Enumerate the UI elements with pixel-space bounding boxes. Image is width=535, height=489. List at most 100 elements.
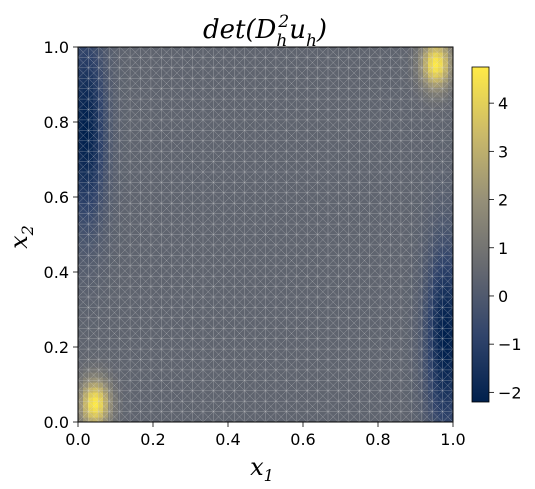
heat-cell <box>368 77 374 83</box>
heat-cell <box>213 257 219 263</box>
heat-cell <box>353 352 359 358</box>
heat-cell <box>83 132 89 138</box>
heat-cell <box>298 382 304 388</box>
heat-cell <box>378 142 384 148</box>
heat-cell <box>118 92 124 98</box>
heat-cell <box>408 307 414 313</box>
heat-cell <box>108 197 114 203</box>
heat-cell <box>118 207 124 213</box>
heat-cell <box>283 392 289 398</box>
heat-cell <box>223 332 229 338</box>
heat-cell <box>298 102 304 108</box>
heat-cell <box>153 62 159 68</box>
heat-cell <box>103 397 109 403</box>
heat-cell <box>353 327 359 333</box>
heat-cell <box>383 157 389 163</box>
heat-cell <box>158 332 164 338</box>
heat-cell <box>383 317 389 323</box>
heat-cell <box>348 347 354 353</box>
heat-cell <box>263 112 269 118</box>
heat-cell <box>233 217 239 223</box>
heat-cell <box>258 157 264 163</box>
heat-cell <box>113 282 119 288</box>
heat-cell <box>283 417 289 422</box>
heat-cell <box>253 302 259 308</box>
heat-cell <box>88 357 94 363</box>
heat-cell <box>153 282 159 288</box>
heat-cell <box>368 82 374 88</box>
heat-cell <box>388 297 394 303</box>
heat-cell <box>123 87 129 93</box>
heat-cell <box>183 407 189 413</box>
heat-cell <box>188 342 194 348</box>
heat-cell <box>323 97 329 103</box>
heat-cell <box>133 52 139 58</box>
heat-cell <box>403 377 409 383</box>
heat-cell <box>123 137 129 143</box>
heat-cell <box>248 237 254 243</box>
heat-cell <box>263 147 269 153</box>
heat-cell <box>308 292 314 298</box>
heat-cell <box>298 197 304 203</box>
heat-cell <box>103 172 109 178</box>
heat-cell <box>163 147 169 153</box>
heat-cell <box>78 212 84 218</box>
heat-cell <box>383 207 389 213</box>
heat-cell <box>278 87 284 93</box>
heat-cell <box>138 237 144 243</box>
heat-cell <box>233 237 239 243</box>
heat-cell <box>103 62 109 68</box>
heat-cell <box>303 107 309 113</box>
heat-cell <box>333 82 339 88</box>
heat-cell <box>103 202 109 208</box>
heat-cell <box>263 217 269 223</box>
heat-cell <box>353 247 359 253</box>
heat-cell <box>118 157 124 163</box>
heat-cell <box>388 362 394 368</box>
heat-cell <box>258 72 264 78</box>
heat-cell <box>163 182 169 188</box>
heat-cell <box>283 52 289 58</box>
heat-cell <box>343 332 349 338</box>
heat-cell <box>283 137 289 143</box>
heat-cell <box>338 332 344 338</box>
heat-cell <box>358 52 364 58</box>
heat-cell <box>158 67 164 73</box>
heat-cell <box>103 357 109 363</box>
heat-cell <box>143 67 149 73</box>
heat-cell <box>248 297 254 303</box>
heat-cell <box>228 92 234 98</box>
heat-cell <box>168 167 174 173</box>
heat-cell <box>168 287 174 293</box>
heat-cell <box>163 272 169 278</box>
heat-cell <box>333 77 339 83</box>
heat-cell <box>228 102 234 108</box>
heat-cell <box>188 72 194 78</box>
heat-cell <box>288 142 294 148</box>
heat-cell <box>258 182 264 188</box>
heat-cell <box>83 82 89 88</box>
heat-cell <box>308 52 314 58</box>
heat-cell <box>283 302 289 308</box>
heat-cell <box>153 267 159 273</box>
heat-cell <box>383 77 389 83</box>
heat-cell <box>83 287 89 293</box>
heat-cell <box>308 362 314 368</box>
heat-cell <box>283 327 289 333</box>
heat-cell <box>318 352 324 358</box>
heat-cell <box>358 357 364 363</box>
heat-cell <box>393 217 399 223</box>
heat-cell <box>178 227 184 233</box>
heat-cell <box>123 107 129 113</box>
heat-cell <box>238 182 244 188</box>
heat-cell <box>98 52 104 58</box>
heat-cell <box>278 312 284 318</box>
heat-cell <box>183 377 189 383</box>
heat-cell <box>383 127 389 133</box>
heat-cell <box>243 287 249 293</box>
heat-cell <box>328 327 334 333</box>
heat-cell <box>268 172 274 178</box>
heat-cell <box>388 202 394 208</box>
heat-cell <box>78 272 84 278</box>
heat-cell <box>368 167 374 173</box>
